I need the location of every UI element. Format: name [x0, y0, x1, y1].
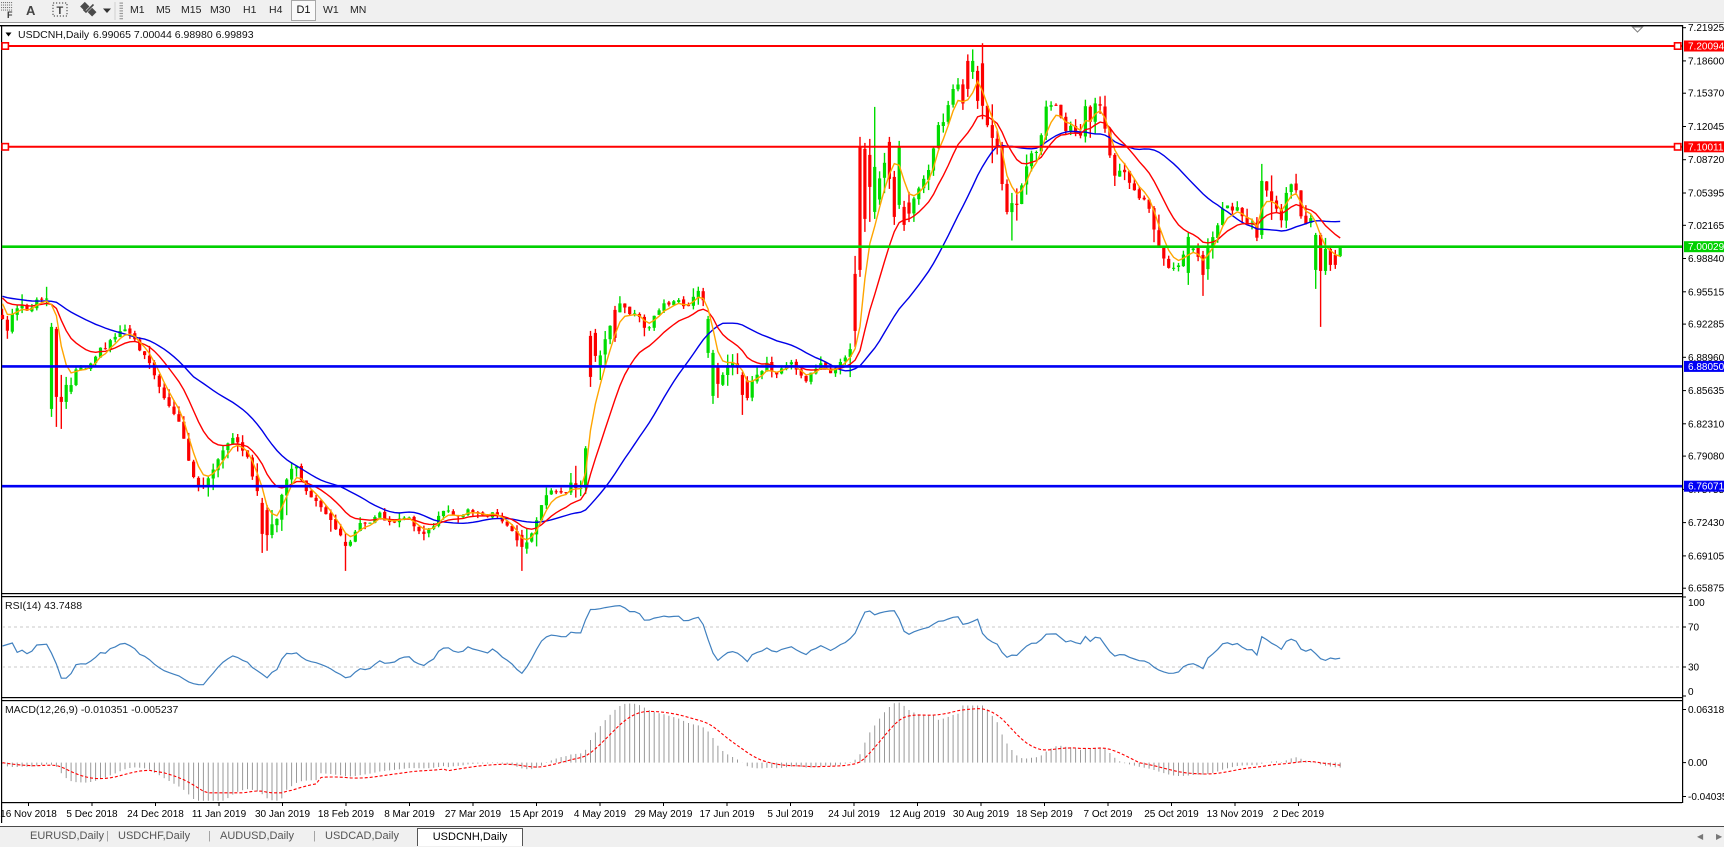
svg-text:7.00029: 7.00029: [1688, 242, 1724, 253]
svg-text:8 Mar 2019: 8 Mar 2019: [384, 809, 435, 820]
svg-text:USDCNH,Daily: USDCNH,Daily: [18, 29, 90, 41]
svg-text:T: T: [57, 5, 64, 17]
svg-text:5 Jul 2019: 5 Jul 2019: [767, 809, 814, 820]
svg-text:7.15370: 7.15370: [1688, 89, 1724, 100]
svg-text:2 Dec 2019: 2 Dec 2019: [1273, 809, 1325, 820]
svg-text:11 Jan 2019: 11 Jan 2019: [192, 809, 247, 820]
svg-text:0.063184: 0.063184: [1688, 705, 1724, 716]
svg-text:6.65875: 6.65875: [1688, 584, 1724, 595]
svg-text:17 Jun 2019: 17 Jun 2019: [699, 809, 754, 820]
svg-text:6.98840: 6.98840: [1688, 254, 1724, 265]
svg-text:6.72430: 6.72430: [1688, 518, 1724, 529]
svg-text:6.88960: 6.88960: [1688, 353, 1724, 364]
svg-text:24 Jul 2019: 24 Jul 2019: [828, 809, 880, 820]
svg-text:18 Feb 2019: 18 Feb 2019: [318, 809, 375, 820]
svg-text:27 Mar 2019: 27 Mar 2019: [445, 809, 502, 820]
svg-text:6.82310: 6.82310: [1688, 419, 1724, 430]
svg-text:7.21925: 7.21925: [1688, 23, 1724, 34]
svg-text:6.85635: 6.85635: [1688, 386, 1724, 397]
svg-text:16 Nov 2018: 16 Nov 2018: [0, 809, 57, 820]
svg-text:70: 70: [1688, 623, 1700, 634]
svg-text:100: 100: [1688, 598, 1705, 609]
svg-text:18 Sep 2019: 18 Sep 2019: [1016, 809, 1073, 820]
svg-text:RSI(14) 43.7488: RSI(14) 43.7488: [5, 600, 82, 612]
svg-text:7.02165: 7.02165: [1688, 221, 1724, 232]
svg-text:6.76071: 6.76071: [1688, 482, 1724, 493]
svg-text:29 May 2019: 29 May 2019: [635, 809, 693, 820]
svg-text:25 Oct 2019: 25 Oct 2019: [1144, 809, 1199, 820]
svg-text:30 Aug 2019: 30 Aug 2019: [953, 809, 1010, 820]
svg-text:MACD(12,26,9) -0.010351 -0.005: MACD(12,26,9) -0.010351 -0.005237: [5, 704, 179, 716]
svg-text:7 Oct 2019: 7 Oct 2019: [1084, 809, 1133, 820]
svg-text:4 May 2019: 4 May 2019: [574, 809, 627, 820]
svg-text:6.88050: 6.88050: [1688, 362, 1724, 373]
svg-text:7.05395: 7.05395: [1688, 189, 1724, 200]
svg-text:13 Nov 2019: 13 Nov 2019: [1207, 809, 1264, 820]
svg-text:0: 0: [1688, 687, 1694, 698]
svg-text:F: F: [7, 10, 13, 20]
svg-text:6.95515: 6.95515: [1688, 287, 1724, 298]
svg-text:6.79080: 6.79080: [1688, 452, 1724, 463]
svg-text:7.12045: 7.12045: [1688, 122, 1724, 133]
svg-text:-0.040355: -0.040355: [1688, 792, 1724, 803]
svg-text:30: 30: [1688, 663, 1700, 674]
svg-text:7.10011: 7.10011: [1688, 142, 1724, 153]
svg-text:6.92285: 6.92285: [1688, 320, 1724, 331]
svg-text:30 Jan 2019: 30 Jan 2019: [255, 809, 310, 820]
svg-text:24 Dec 2018: 24 Dec 2018: [127, 809, 184, 820]
svg-text:A: A: [26, 3, 36, 18]
svg-text:0.00: 0.00: [1688, 758, 1708, 769]
svg-text:6.75755: 6.75755: [1688, 485, 1724, 496]
svg-text:7.20094: 7.20094: [1688, 42, 1724, 53]
svg-text:7.18600: 7.18600: [1688, 56, 1724, 67]
svg-text:7.08720: 7.08720: [1688, 155, 1724, 166]
svg-text:6.99065 7.00044 6.98980 6.9989: 6.99065 7.00044 6.98980 6.99893: [93, 29, 254, 41]
svg-text:12 Aug 2019: 12 Aug 2019: [889, 809, 946, 820]
svg-text:15 Apr 2019: 15 Apr 2019: [510, 809, 564, 820]
svg-text:6.69105: 6.69105: [1688, 551, 1724, 562]
svg-text:5 Dec 2018: 5 Dec 2018: [66, 809, 118, 820]
